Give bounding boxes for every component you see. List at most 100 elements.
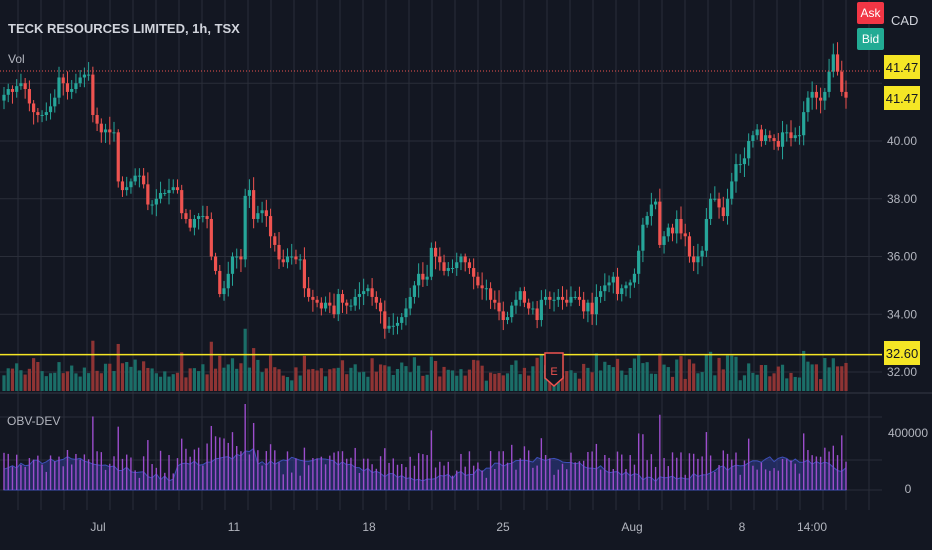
volume-label[interactable]: Vol [8, 52, 25, 66]
candle-body[interactable] [222, 288, 226, 295]
candle-body[interactable] [514, 299, 518, 306]
candle-body[interactable] [459, 256, 463, 263]
candle-body[interactable] [260, 210, 264, 214]
candle-body[interactable] [594, 296, 598, 315]
indicator-name[interactable]: OBV-DEV [7, 414, 60, 428]
candle-body[interactable] [425, 276, 429, 280]
candle-body[interactable] [548, 296, 552, 300]
candle-body[interactable] [285, 256, 290, 263]
candle-body[interactable] [484, 288, 488, 290]
candle-body[interactable] [370, 288, 374, 297]
candle-body[interactable] [560, 296, 565, 300]
candle-body[interactable] [345, 302, 349, 306]
candle-body[interactable] [150, 204, 154, 206]
candle-body[interactable] [747, 141, 751, 159]
candle-body[interactable] [32, 103, 36, 113]
candle-body[interactable] [378, 302, 383, 312]
candle-body[interactable] [311, 296, 315, 300]
candle-body[interactable] [827, 71, 831, 92]
candle-body[interactable] [759, 129, 763, 141]
candle-body[interactable] [171, 187, 175, 191]
candle-body[interactable] [2, 94, 6, 101]
candle-body[interactable] [598, 291, 603, 297]
candle-body[interactable] [700, 250, 704, 257]
candle-body[interactable] [433, 247, 438, 257]
candle-body[interactable] [298, 259, 302, 261]
candle-body[interactable] [450, 268, 455, 270]
candle-body[interactable] [366, 288, 370, 292]
candlesticks[interactable] [2, 42, 848, 339]
candle-body[interactable] [99, 123, 103, 133]
candle-body[interactable] [476, 276, 480, 286]
candle-body[interactable] [158, 192, 163, 199]
candle-body[interactable] [641, 224, 645, 251]
candle-body[interactable] [497, 302, 501, 312]
candle-body[interactable] [793, 135, 797, 139]
candle-body[interactable] [201, 216, 205, 218]
candle-body[interactable] [57, 77, 61, 98]
bid-badge[interactable]: Bid [857, 28, 884, 50]
candle-body[interactable] [323, 302, 328, 309]
candle-body[interactable] [742, 158, 747, 165]
candle-body[interactable] [125, 187, 129, 191]
candle-body[interactable] [129, 181, 133, 188]
candle-body[interactable] [40, 115, 44, 117]
candle-body[interactable] [15, 86, 19, 92]
candle-body[interactable] [463, 256, 467, 263]
candle-body[interactable] [802, 112, 806, 136]
candle-body[interactable] [446, 268, 450, 271]
candle-body[interactable] [421, 273, 425, 280]
candle-body[interactable] [218, 270, 222, 295]
candle-body[interactable] [670, 227, 675, 234]
candle-body[interactable] [230, 256, 235, 274]
candle-body[interactable] [10, 89, 15, 92]
candle-body[interactable] [197, 216, 201, 219]
candle-body[interactable] [535, 308, 539, 321]
candle-body[interactable] [823, 91, 827, 101]
candle-body[interactable] [615, 276, 620, 295]
candle-body[interactable] [137, 175, 141, 177]
candle-body[interactable] [264, 210, 268, 217]
currency-label[interactable]: CAD [891, 13, 918, 28]
candle-body[interactable] [510, 305, 514, 318]
candle-body[interactable] [180, 190, 184, 214]
candle-body[interactable] [374, 296, 378, 303]
candle-body[interactable] [91, 74, 95, 116]
candle-body[interactable] [721, 207, 725, 217]
candle-body[interactable] [154, 198, 158, 205]
candle-body[interactable] [290, 256, 294, 258]
candle-body[interactable] [27, 89, 31, 104]
candle-body[interactable] [383, 311, 387, 329]
candle-body[interactable] [730, 181, 734, 199]
candle-body[interactable] [23, 83, 27, 90]
candle-body[interactable] [175, 187, 180, 191]
candle-body[interactable] [522, 291, 527, 303]
candle-body[interactable] [268, 216, 273, 237]
candle-body[interactable] [624, 285, 628, 289]
candle-body[interactable] [472, 268, 476, 277]
candle-body[interactable] [709, 198, 713, 219]
candle-body[interactable] [840, 71, 844, 92]
candle-body[interactable] [400, 317, 404, 323]
candle-body[interactable] [844, 91, 848, 98]
candle-body[interactable] [518, 291, 522, 300]
candle-body[interactable] [785, 132, 789, 134]
candle-body[interactable] [82, 74, 86, 78]
candle-body[interactable] [235, 256, 239, 258]
candle-body[interactable] [387, 325, 391, 329]
time-axis[interactable]: Jul 11 18 25 Aug 8 14:00 [90, 520, 827, 534]
candle-body[interactable] [505, 317, 510, 321]
candle-body[interactable] [142, 175, 146, 185]
candle-body[interactable] [36, 112, 40, 116]
candle-body[interactable] [683, 233, 687, 237]
candle-body[interactable] [336, 294, 340, 315]
candle-body[interactable] [565, 299, 569, 303]
candle-body[interactable] [467, 262, 472, 269]
candle-body[interactable] [133, 175, 137, 182]
candle-body[interactable] [294, 256, 298, 260]
candle-body[interactable] [408, 296, 412, 309]
candle-body[interactable] [455, 262, 459, 269]
candle-body[interactable] [78, 77, 82, 84]
candle-body[interactable] [488, 288, 493, 300]
candle-body[interactable] [239, 256, 243, 260]
